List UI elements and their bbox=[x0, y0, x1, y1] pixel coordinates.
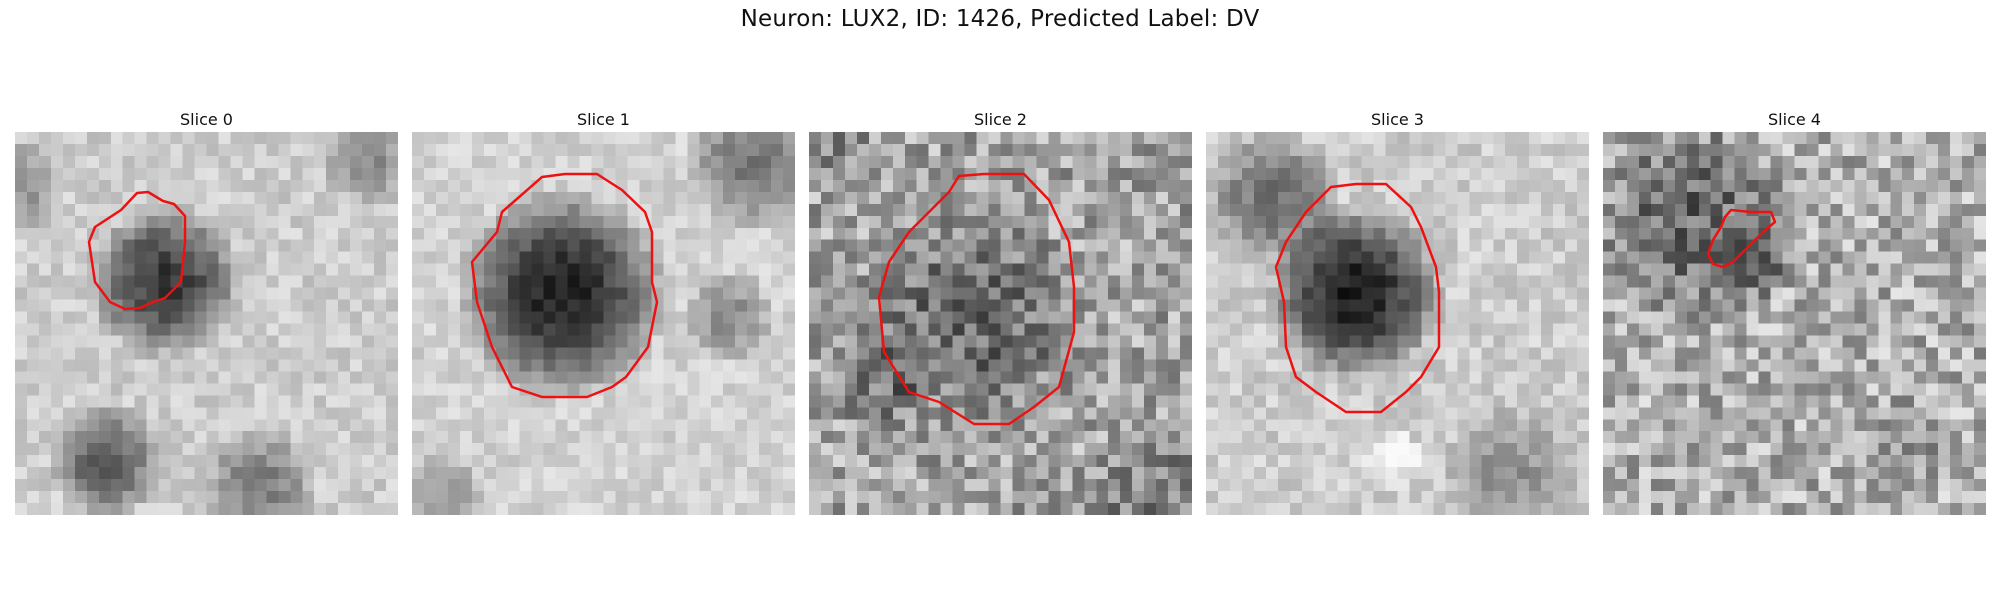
contour-overlay bbox=[877, 172, 1076, 426]
slice-image bbox=[412, 132, 795, 515]
figure-title: Neuron: LUX2, ID: 1426, Predicted Label:… bbox=[740, 6, 1260, 32]
slice-image bbox=[15, 132, 398, 515]
slice-panel: Slice 4 bbox=[1603, 108, 1986, 515]
slice-title: Slice 0 bbox=[180, 110, 233, 129]
slice-image bbox=[809, 132, 1192, 515]
slice-title: Slice 1 bbox=[577, 110, 630, 129]
slice-title: Slice 4 bbox=[1768, 110, 1821, 129]
neuron-contour bbox=[1706, 208, 1777, 269]
slice-panel: Slice 0 bbox=[15, 108, 398, 515]
neuron-contour bbox=[1274, 182, 1441, 414]
neuron-contour bbox=[87, 190, 187, 311]
slice-panel: Slice 3 bbox=[1206, 108, 1589, 515]
contour-overlay bbox=[87, 190, 187, 311]
neuron-contour bbox=[470, 172, 659, 399]
slice-title: Slice 2 bbox=[974, 110, 1027, 129]
slice-panel: Slice 2 bbox=[809, 108, 1192, 515]
slice-image bbox=[1603, 132, 1986, 515]
contour-overlay bbox=[1274, 182, 1441, 414]
neuron-contour bbox=[877, 172, 1076, 426]
slice-panel: Slice 1 bbox=[412, 108, 795, 515]
contour-overlay bbox=[470, 172, 659, 399]
slice-title: Slice 3 bbox=[1371, 110, 1424, 129]
contour-overlay bbox=[1706, 208, 1777, 269]
